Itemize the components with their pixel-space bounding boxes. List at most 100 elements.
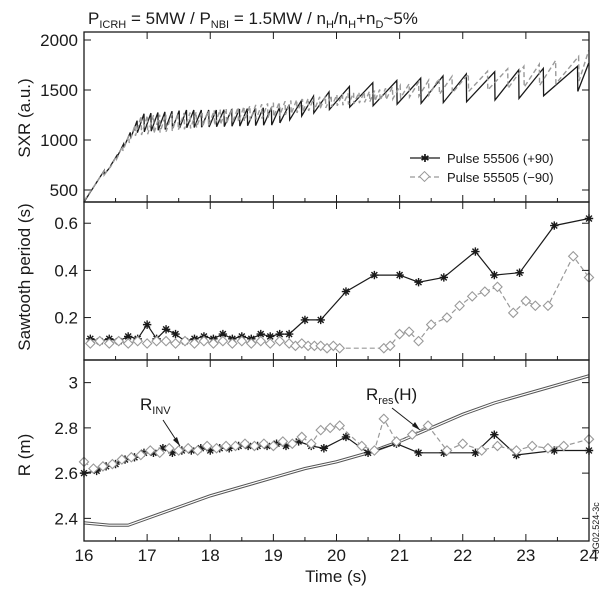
radius-series-1-point <box>158 444 168 453</box>
sxr-trace-1 <box>83 50 590 202</box>
ylabel-period: Sawtooth period (s) <box>15 203 34 350</box>
period-series-1-point <box>466 290 478 302</box>
radius-series-1-point <box>471 448 480 457</box>
period-series-1-point <box>226 338 238 349</box>
y-tick-label-period: 0.6 <box>54 214 78 233</box>
y-tick-label-radius: 3 <box>69 374 78 393</box>
period-series-1-point <box>274 335 286 347</box>
period-series-1-point <box>441 312 453 323</box>
radius-series-1-point <box>363 448 373 457</box>
radius-series-2-point <box>135 449 147 461</box>
annotation-rres: Rres(H) <box>366 385 417 407</box>
radius-series-2-point <box>391 436 402 447</box>
radius-series-2-point <box>249 440 260 452</box>
radius-series-2-point <box>542 442 554 454</box>
radius-series-2-point <box>305 438 317 450</box>
radius-series-1-point <box>319 444 329 453</box>
ylabel-radius: R (m) <box>15 434 34 476</box>
period-series-0-point <box>218 329 228 339</box>
period-series-1-point <box>179 335 191 347</box>
radius-series-2-point <box>211 442 222 454</box>
annotation-rinv: RINV <box>140 395 171 417</box>
radius-series-2-point <box>144 445 156 456</box>
period-series-0-point <box>515 268 524 277</box>
radius-series-2-point <box>441 445 453 456</box>
period-series-1-point <box>567 250 579 262</box>
radius-series-1-point <box>224 444 234 453</box>
radius-series-2-point <box>334 420 346 431</box>
x-tick-label: 18 <box>201 546 220 565</box>
radius-series-1-point <box>243 441 253 451</box>
radius-series-2-point <box>267 440 279 452</box>
period-series-1-point <box>315 340 327 352</box>
period-series-1-point <box>507 307 519 319</box>
x-tick-label: 22 <box>453 546 472 565</box>
y-tick-label-sxr: 1000 <box>40 131 78 150</box>
chart-title: PICRH = 5MW / PNBI = 1.5MW / nH/nH+nD~5% <box>88 9 418 31</box>
legend-label-55506: Pulse 55506 (+90) <box>447 151 554 166</box>
period-series-1-point <box>208 338 219 349</box>
period-series-1-point <box>296 338 308 349</box>
radius-series-2-point <box>356 440 368 452</box>
x-tick-label: 21 <box>390 546 409 565</box>
x-tick-label: 23 <box>516 546 535 565</box>
period-series-0-point <box>414 277 423 287</box>
radius-series-2-point <box>239 438 251 450</box>
radius-series-2-point <box>378 413 390 425</box>
period-series-0-point <box>256 329 265 339</box>
x-axis-label: Time (s) <box>305 567 367 586</box>
y-tick-label-sxr: 1500 <box>40 81 78 100</box>
period-series-1-point <box>236 335 248 347</box>
period-series-0-point <box>341 287 351 296</box>
y-tick-label-radius: 2.8 <box>54 419 78 438</box>
radius-series-1-point <box>206 446 215 455</box>
legend-marker-star: ✱ <box>420 153 429 165</box>
period-series-0-point <box>370 270 379 280</box>
period-series-1-point <box>132 335 144 347</box>
period-series-1-point <box>245 338 257 349</box>
period-series-1-point <box>334 342 346 354</box>
radius-series-2-point <box>492 440 503 452</box>
y-tick-label-radius: 2.6 <box>54 464 78 483</box>
radius-series-1-point <box>92 466 101 476</box>
radius-series-2-point <box>182 442 194 454</box>
radius-series-1-point <box>550 446 559 455</box>
period-series-1-point <box>394 328 406 340</box>
radius-series-1-point <box>168 448 177 457</box>
radius-series-2-point <box>220 440 232 452</box>
y-tick-label-period: 0.2 <box>54 309 78 328</box>
ylabel-sxr: SXR (a.u.) <box>15 78 34 157</box>
period-series-1-point <box>479 286 491 297</box>
radius-series-1-point <box>196 444 205 453</box>
side-label: JG02.524-3c <box>591 502 601 554</box>
radius-series-2-point <box>154 447 166 459</box>
period-series-1-point <box>170 338 181 349</box>
period-series-0-point <box>284 329 294 339</box>
radius-series-1-point <box>262 441 272 451</box>
radius-series-2-point <box>107 458 118 470</box>
period-series-1-point <box>542 300 554 312</box>
legend-marker-diamond <box>418 170 431 183</box>
period-series-1-point <box>529 300 541 312</box>
panel-frame-radius <box>83 359 590 542</box>
period-series-1-point <box>151 335 162 347</box>
radius-series-2-point <box>406 429 418 441</box>
period-series-1-point <box>189 338 200 349</box>
period-series-0-point <box>142 320 152 329</box>
period-series-1-point <box>84 338 96 349</box>
radius-series-2-point <box>173 445 185 456</box>
radius-series-2-point <box>88 463 99 474</box>
radius-series-2-point <box>258 438 270 450</box>
period-series-1-point <box>255 335 267 347</box>
period-series-1-line <box>90 255 590 349</box>
radius-series-2-point <box>230 440 241 452</box>
legend-label-55505: Pulse 55505 (−90) <box>447 170 554 185</box>
period-series-0-point <box>316 315 325 325</box>
radius-series-2-point <box>511 445 522 456</box>
x-tick-label: 16 <box>75 546 94 565</box>
y-tick-label-radius: 2.4 <box>54 509 78 528</box>
radius-series-1-point <box>281 441 291 451</box>
radius-series-2-point <box>422 420 434 431</box>
radius-series-1-point <box>414 448 423 457</box>
